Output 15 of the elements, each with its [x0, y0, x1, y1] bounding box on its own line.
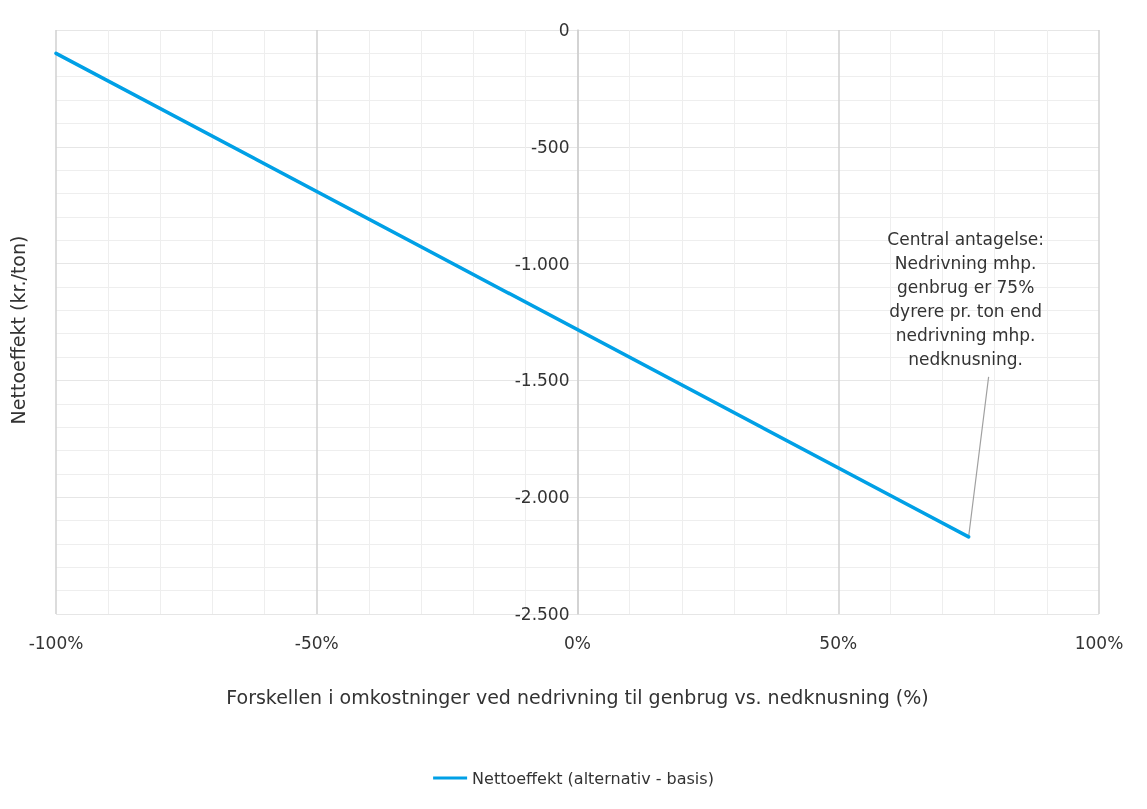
legend-label: Nettoeffekt (alternativ - basis): [472, 768, 714, 788]
x-axis-title: Forskellen i omkostninger ved nedrivning til genbrug vs. nedknusning (%): [226, 685, 929, 708]
y-tick-label: -500: [530, 136, 570, 157]
y-tick-label: 0: [558, 20, 570, 40]
y-tick-label: -1.000: [514, 253, 570, 274]
y-tick-label: -2.000: [514, 487, 570, 508]
x-tick-label: 50%: [819, 632, 858, 653]
x-tick-label: -100%: [28, 632, 84, 653]
y-tick-label: -2.500: [514, 604, 570, 624]
y-axis-title: Nettoeffekt (kr./ton): [7, 235, 29, 425]
annotation: Central antagelse: Nedrivning mhp. genbrug er 75% dyrere pr. ton end nedrivning mhp. nedknusning.: [887, 228, 1044, 369]
x-tick-label: 100%: [1074, 632, 1124, 653]
x-tick-label: -50%: [294, 632, 339, 653]
x-tick-label: 0%: [564, 632, 591, 653]
y-tick-label: -1.500: [514, 370, 570, 391]
